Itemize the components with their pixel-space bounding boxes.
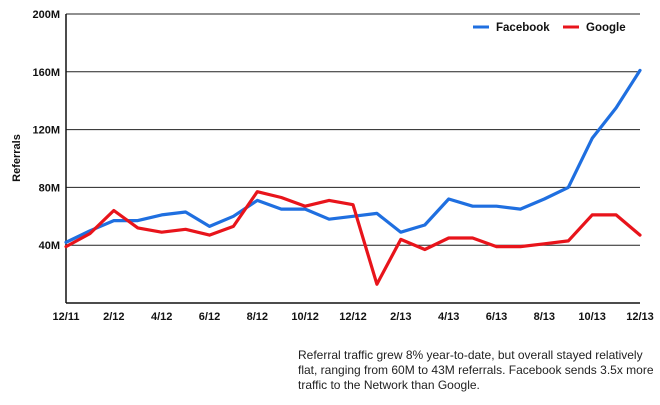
x-tick-label: 4/12 [151,311,172,323]
legend-google-label: Google [586,22,626,34]
series-line-google [64,190,642,286]
y-tick-label: 120M [32,125,60,137]
x-tick-label: 2/12 [103,311,124,323]
x-tick-label: 2/13 [390,311,411,323]
y-tick-label: 80M [39,182,60,194]
axes [65,14,640,304]
chart-caption: Referral traffic grew 8% year-to-date, b… [298,348,654,392]
grid-lines [66,13,640,246]
x-tick-label: 12/11 [53,311,80,323]
x-tick-label: 4/13 [438,311,459,323]
x-tick-label: 8/12 [247,311,268,323]
y-tick-label: 40M [39,240,60,252]
legend-facebook-label: Facebook [496,22,550,34]
x-tick-label: 12/13 [626,311,654,323]
y-axis-label: Referrals [11,134,23,182]
x-tick-label: 10/13 [578,311,606,323]
line-chart: 40M 80M 120M 160M 200M 12/11 2/12 4/12 6/12 8/12… [11,9,654,323]
legend: Facebook Google [473,22,626,34]
x-tick-labels: 12/11 2/12 4/12 6/12 8/12 10/12 12/12 2/13 4/13 6… [53,311,654,323]
series-line-facebook [64,68,642,244]
y-tick-label: 160M [32,67,60,79]
x-tick-label: 12/12 [339,311,367,323]
x-tick-label: 6/13 [486,311,507,323]
x-tick-label: 10/12 [291,311,319,323]
x-tick-label: 6/12 [199,311,220,323]
series-lines [64,68,642,286]
y-tick-labels: 40M 80M 120M 160M 200M [32,9,60,252]
y-tick-label: 200M [32,9,60,21]
x-tick-label: 8/13 [534,311,555,323]
